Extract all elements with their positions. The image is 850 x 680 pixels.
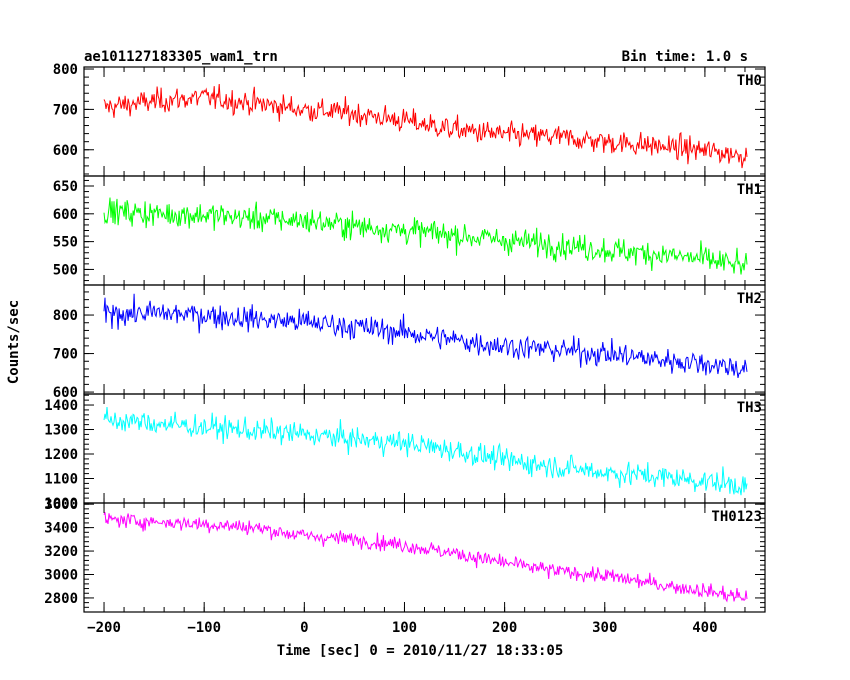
panels-group: 600 700 800 TH0 500 550 600 650 TH1 600 700 800 TH2 1… — [44, 62, 766, 636]
y-tick-label: 600 — [53, 207, 78, 223]
y-tick-label: 3200 — [44, 544, 78, 560]
panel-th3: 1000 1100 1200 1300 1400 TH3 — [44, 393, 766, 512]
panel-th0123: 2800 3000 3200 3400 3600 TH0123 — [44, 497, 766, 613]
series-line-th3 — [103, 407, 748, 496]
y-tick-label: 550 — [53, 235, 78, 251]
y-tick-label: 700 — [53, 347, 78, 363]
panel-frame — [83, 502, 766, 613]
bin-time-label: Bin time: 1.0 s — [622, 49, 748, 65]
y-tick-label: 2800 — [44, 591, 78, 607]
panel-name-label: TH0 — [737, 73, 762, 89]
x-tick-label: 300 — [592, 620, 617, 636]
panel-name-label: TH2 — [737, 291, 762, 307]
y-tick-label: 600 — [53, 385, 78, 401]
x-tick-label: 100 — [392, 620, 417, 636]
y-tick-label: 800 — [53, 62, 78, 78]
series-line-th2 — [103, 293, 748, 379]
panel-th0: 600 700 800 TH0 — [53, 62, 766, 177]
x-tick-label: 200 — [492, 620, 517, 636]
y-tick-label: 700 — [53, 102, 78, 118]
y-tick-label: 600 — [53, 143, 78, 159]
series-line-th0 — [103, 83, 748, 169]
panel-name-label: TH3 — [737, 400, 762, 416]
y-tick-label: 1300 — [44, 423, 78, 439]
panel-name-label: TH0123 — [711, 509, 762, 525]
panel-name-label: TH1 — [737, 182, 762, 198]
x-tick-label: −100 — [187, 620, 221, 636]
panel-th2: 600 700 800 TH2 — [53, 284, 766, 401]
y-axis-label: Counts/sec — [6, 300, 22, 384]
x-tick-label: 0 — [300, 620, 308, 636]
y-tick-label: 1400 — [44, 398, 78, 414]
y-tick-label: 800 — [53, 308, 78, 324]
panel-frame — [83, 284, 766, 395]
panel-th1: 500 550 600 650 TH1 — [53, 175, 766, 286]
y-tick-label: 3600 — [44, 497, 78, 513]
y-tick-label: 3400 — [44, 521, 78, 537]
chart-title: ae101127183305_wam1_trn — [84, 49, 278, 65]
y-tick-label: 1200 — [44, 447, 78, 463]
series-line-th1 — [103, 197, 748, 275]
series-line-th0123 — [103, 512, 748, 603]
y-tick-label: 500 — [53, 262, 78, 278]
y-tick-label: 1000 — [44, 496, 78, 512]
x-axis-label: Time [sec] 0 = 2010/11/27 18:33:05 — [277, 643, 564, 659]
y-tick-label: 3000 — [44, 567, 78, 583]
y-tick-label: 1100 — [44, 472, 78, 488]
panel-frame — [83, 393, 766, 504]
x-tick-label: −200 — [87, 620, 121, 636]
y-tick-label: 650 — [53, 179, 78, 195]
x-tick-label: 400 — [692, 620, 717, 636]
